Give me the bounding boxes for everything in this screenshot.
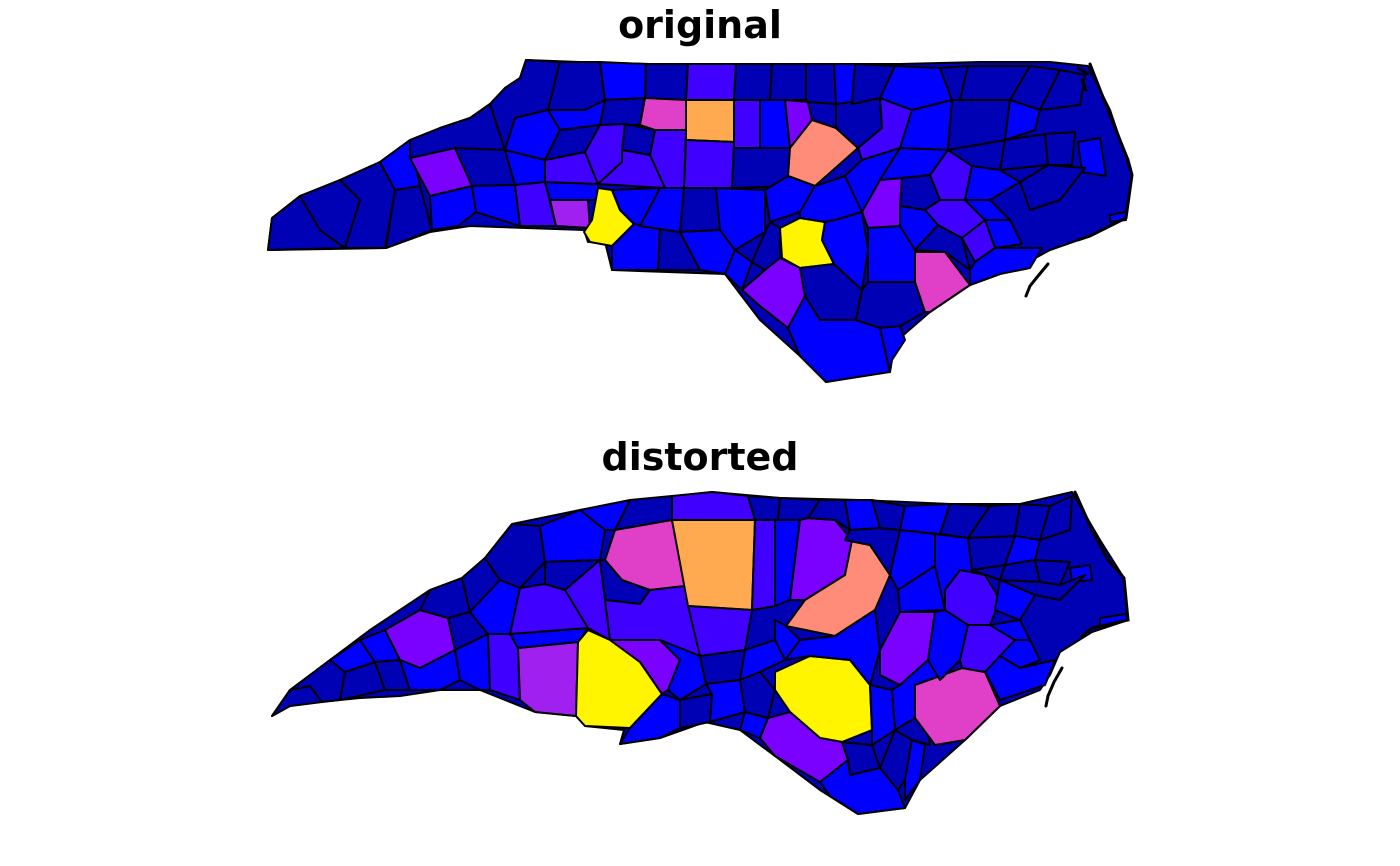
county [733, 63, 773, 101]
county [805, 63, 837, 105]
county [1044, 131, 1076, 166]
county [904, 739, 926, 801]
county [751, 519, 776, 611]
county [807, 499, 851, 531]
map-title-original: original [618, 3, 782, 47]
county [687, 605, 753, 657]
county [914, 224, 971, 271]
county [969, 247, 1043, 286]
county [739, 711, 769, 739]
county [639, 97, 687, 131]
county [1039, 69, 1086, 111]
map-title-distorted: distorted [601, 435, 799, 479]
county [715, 187, 766, 251]
county [914, 667, 1001, 746]
county [429, 185, 477, 231]
map-original [267, 59, 1134, 383]
outer-banks [1076, 62, 1134, 242]
county [597, 149, 666, 189]
county [683, 139, 735, 189]
county [1077, 137, 1107, 177]
county [705, 679, 746, 723]
county [679, 693, 713, 729]
county [999, 574, 1086, 601]
county [599, 61, 647, 101]
county [869, 684, 896, 746]
county [999, 164, 1049, 183]
county [879, 325, 906, 373]
county [944, 569, 1001, 626]
county [644, 63, 689, 101]
coast-detail [1076, 66, 1090, 92]
outer-banks-south-distorted [1044, 666, 1064, 708]
county [685, 99, 735, 143]
map-distorted [271, 490, 1130, 815]
county [855, 281, 926, 329]
county [517, 641, 579, 717]
county [1004, 99, 1041, 141]
county [769, 63, 807, 101]
county [739, 639, 786, 681]
county [739, 671, 776, 719]
county [1039, 495, 1073, 541]
county [671, 491, 756, 521]
county [984, 655, 1056, 701]
county [821, 211, 869, 291]
county [699, 649, 746, 685]
county [733, 99, 761, 149]
county [454, 633, 491, 691]
county [549, 199, 591, 229]
county [685, 63, 737, 101]
county [679, 187, 721, 233]
county [539, 509, 606, 563]
county [599, 97, 646, 126]
outer-banks-south [1024, 262, 1050, 298]
outer-banks-distorted [1073, 490, 1130, 638]
county [999, 133, 1049, 171]
